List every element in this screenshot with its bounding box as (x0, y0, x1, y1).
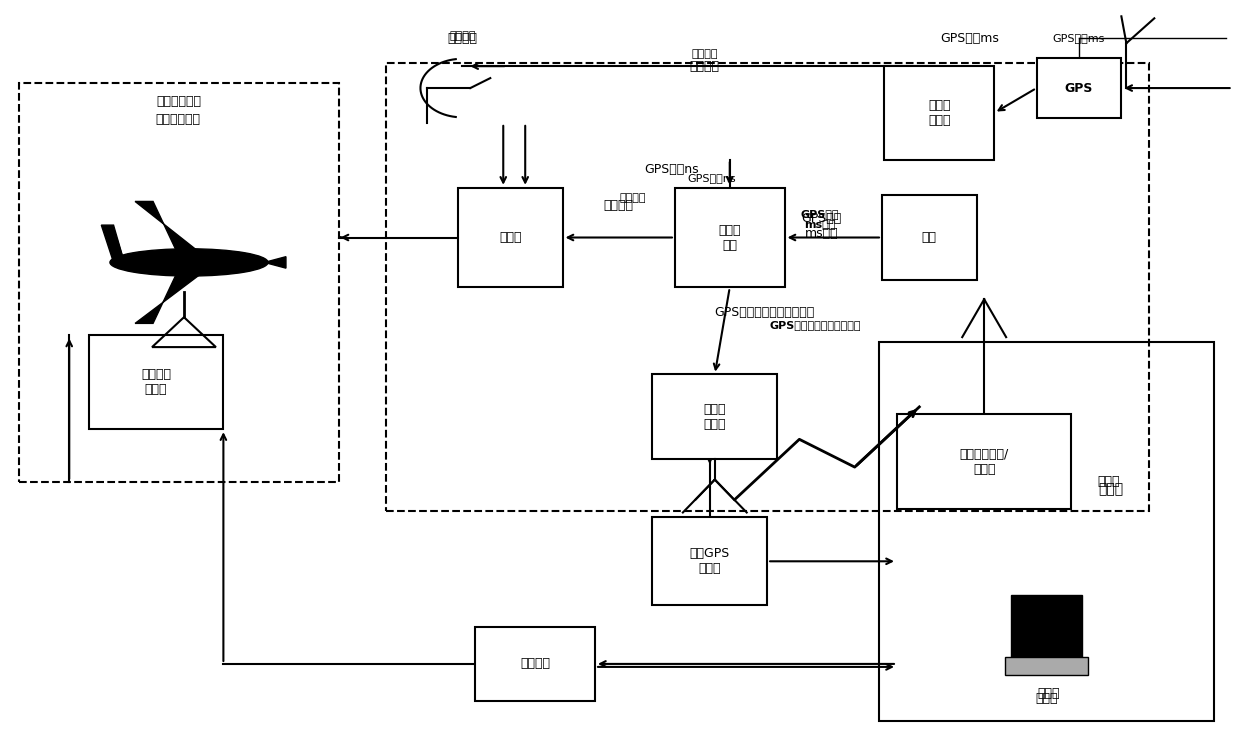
Bar (882, 195, 976, 280)
Text: 频率基准: 频率基准 (690, 60, 720, 72)
Text: 使能信号: 使能信号 (620, 193, 647, 202)
Bar (476, 627, 595, 701)
Text: GPS: GPS (1064, 81, 1093, 95)
Polygon shape (102, 225, 124, 262)
Text: 无人机: 无人机 (1098, 475, 1120, 488)
Bar (653, 374, 777, 459)
Bar (458, 187, 563, 288)
Text: 辅助天线: 辅助天线 (447, 32, 477, 45)
Text: GPS时间ms: GPS时间ms (939, 32, 999, 45)
Text: GPS时间ns: GPS时间ns (688, 173, 736, 183)
Text: 矢量网络
分析件: 矢量网络 分析件 (141, 368, 171, 396)
Text: 辅助天线: 辅助天线 (449, 31, 476, 41)
Ellipse shape (110, 249, 268, 276)
Text: 信号源: 信号源 (499, 231, 522, 244)
Text: 频率基准: 频率基准 (691, 49, 719, 59)
Bar (675, 187, 784, 288)
Text: 差分GPS
地面站: 差分GPS 地面站 (690, 548, 730, 575)
Text: 无人机: 无人机 (1098, 483, 1124, 497)
Bar (1005, 657, 1088, 675)
Text: GPS时间、位置、波形数据: GPS时间、位置、波形数据 (715, 306, 815, 319)
Polygon shape (135, 202, 214, 323)
Bar (885, 66, 994, 161)
Text: 机载端
数据链: 机载端 数据链 (704, 403, 726, 431)
Bar (20, 83, 338, 482)
Text: 使能信号: 使能信号 (603, 199, 633, 212)
Bar (1037, 58, 1121, 118)
Bar (89, 335, 223, 430)
Text: GPS时间ms: GPS时间ms (1053, 34, 1105, 43)
Text: GPS时间、位置、波形数据: GPS时间、位置、波形数据 (769, 320, 861, 330)
Bar (653, 518, 767, 605)
Text: GPS时间ns: GPS时间ns (644, 164, 699, 176)
Text: 地面站: 地面站 (1036, 692, 1058, 705)
Text: 飞控: 飞控 (922, 231, 937, 244)
Text: 地面端数据链/
遥控器: 地面端数据链/ 遥控器 (959, 447, 1009, 476)
Polygon shape (109, 240, 124, 262)
Text: GPS时间
ms位置: GPS时间 ms位置 (802, 211, 841, 240)
Bar (1011, 595, 1083, 657)
Text: 待测机载天线: 待测机载天线 (155, 114, 201, 126)
Text: 地面站: 地面站 (1038, 687, 1061, 700)
Bar (880, 342, 1214, 721)
Bar (897, 415, 1072, 509)
Text: 待测机载天线: 待测机载天线 (156, 95, 202, 108)
Polygon shape (264, 257, 286, 268)
Text: GPS时间
ms位置: GPS时间 ms位置 (800, 208, 839, 230)
Text: 同步时
钟模块: 同步时 钟模块 (928, 99, 950, 127)
Text: 控制中心: 控制中心 (520, 657, 550, 670)
Text: 嵌入式
模块: 嵌入式 模块 (719, 223, 741, 252)
Bar (385, 63, 1149, 512)
